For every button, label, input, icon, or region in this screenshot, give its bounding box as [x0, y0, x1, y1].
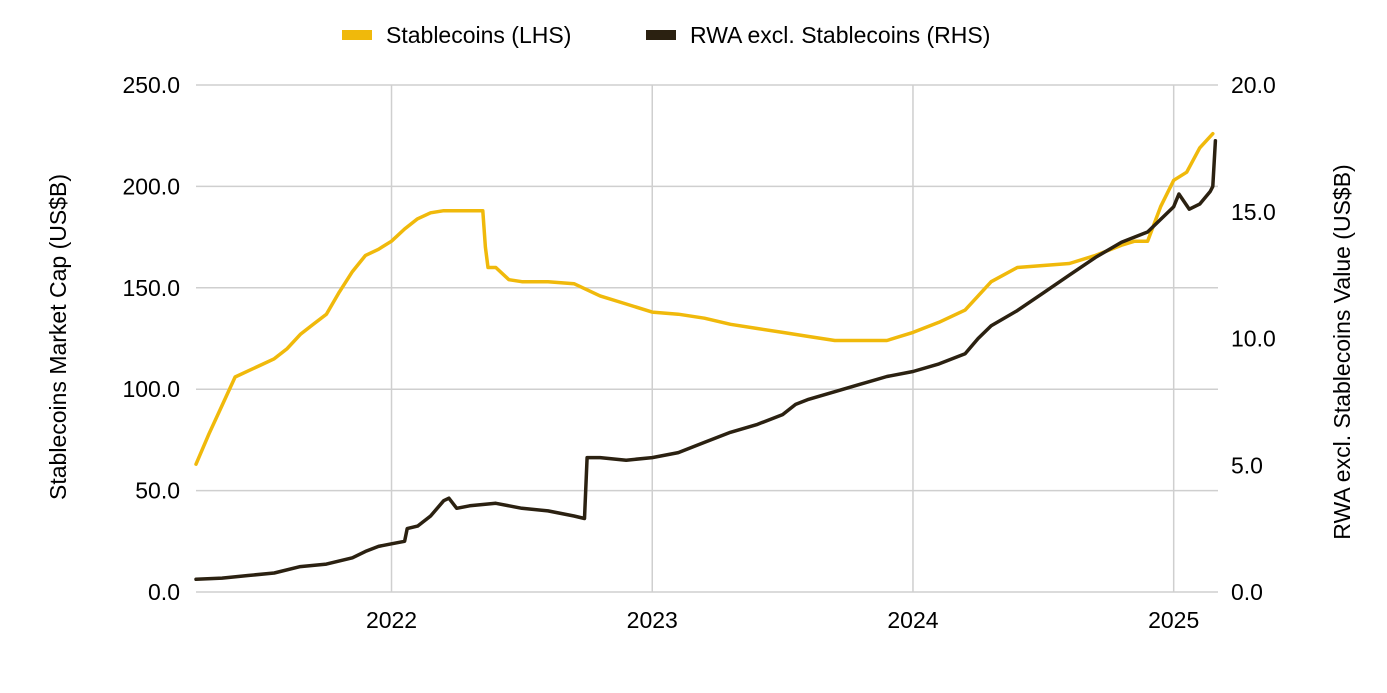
- y-left-tick-label: 0.0: [148, 579, 180, 605]
- legend-label-rwa: RWA excl. Stablecoins (RHS): [690, 22, 990, 48]
- vertical-gridlines: [390, 85, 1175, 592]
- legend-label-stablecoins: Stablecoins (LHS): [386, 22, 571, 48]
- y-left-tick-label: 100.0: [122, 376, 180, 402]
- y-right-tick-label: 15.0: [1231, 199, 1276, 225]
- horizontal-gridlines: [196, 84, 1218, 593]
- left-y-axis-ticks: 0.0 50.0 100.0 150.0 200.0 250.0: [122, 72, 180, 605]
- y-right-tick-label: 0.0: [1231, 579, 1263, 605]
- series-line-stablecoins: [194, 131, 1215, 466]
- legend-swatch-rwa: [646, 30, 676, 40]
- legend-swatch-stablecoins: [342, 30, 372, 40]
- right-y-axis-ticks: 0.0 5.0 10.0 15.0 20.0: [1231, 72, 1276, 605]
- series-line-rwa: [194, 139, 1218, 582]
- x-axis-ticks: 2022 2023 2024 2025: [366, 607, 1199, 633]
- legend: Stablecoins (LHS) RWA excl. Stablecoins …: [342, 22, 990, 48]
- y-right-tick-label: 20.0: [1231, 72, 1276, 98]
- right-axis-title: RWA excl. Stablecoins Value (US$B): [1329, 164, 1355, 539]
- y-left-tick-label: 50.0: [135, 478, 180, 504]
- left-axis-title: Stablecoins Market Cap (US$B): [45, 174, 71, 500]
- y-left-tick-label: 150.0: [122, 275, 180, 301]
- x-tick-label: 2025: [1148, 607, 1199, 633]
- x-tick-label: 2023: [627, 607, 678, 633]
- y-left-tick-label: 250.0: [122, 72, 180, 98]
- y-left-tick-label: 200.0: [122, 173, 180, 199]
- y-right-tick-label: 10.0: [1231, 326, 1276, 352]
- x-tick-label: 2024: [887, 607, 938, 633]
- y-right-tick-label: 5.0: [1231, 452, 1263, 478]
- x-tick-label: 2022: [366, 607, 417, 633]
